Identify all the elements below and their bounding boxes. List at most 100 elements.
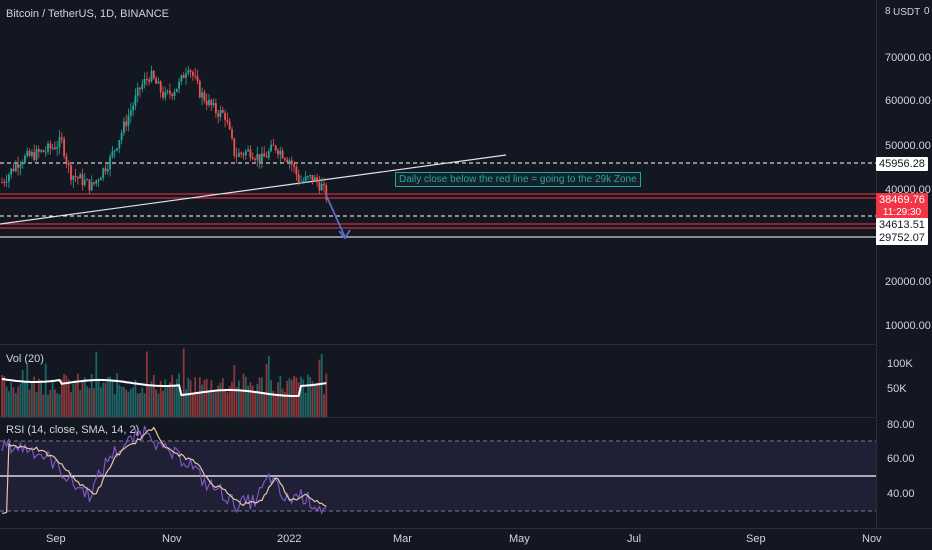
volume-bar — [307, 374, 309, 417]
candle-body — [203, 92, 206, 101]
rsi-axis[interactable]: 80.00 60.00 40.00 — [876, 418, 932, 528]
volume-bar — [238, 380, 240, 417]
currency-label[interactable]: USDT — [893, 7, 921, 18]
volume-bar — [40, 380, 42, 417]
volume-bar — [81, 380, 84, 417]
candle-body — [77, 177, 79, 179]
volume-bar — [247, 385, 249, 417]
candle-body — [309, 175, 312, 177]
volume-bar — [274, 394, 277, 417]
symbol-title[interactable]: Bitcoin / TetherUS, 1D, BINANCE — [6, 8, 170, 20]
currency-icon[interactable]: 8 — [885, 6, 891, 17]
candle-body — [242, 153, 245, 156]
volume-bar — [155, 389, 157, 417]
candle-body — [26, 151, 29, 156]
candle-body — [196, 76, 199, 82]
candle-body — [169, 90, 171, 94]
candle-body — [210, 99, 213, 106]
price-tick: 60000.00 — [885, 95, 931, 107]
volume-bar — [221, 378, 224, 417]
volume-bar — [51, 381, 54, 417]
volume-bar — [24, 381, 26, 417]
candle-body — [44, 151, 47, 153]
volume-chart — [1, 348, 328, 417]
candle-body — [127, 115, 130, 126]
volume-bar — [65, 375, 68, 417]
time-axis[interactable]: Sep Nov 2022 Mar May Jul Sep Nov — [0, 529, 932, 550]
candle-body — [95, 180, 98, 184]
candle-body — [256, 154, 259, 160]
volume-bar — [5, 386, 8, 417]
trendline — [0, 154, 507, 225]
candle-body — [67, 162, 70, 166]
candle-body — [238, 152, 240, 157]
candle-body — [159, 81, 162, 93]
candle-body — [8, 174, 10, 182]
scale-mode-icon[interactable]: 0 — [924, 6, 930, 17]
volume-bar — [26, 364, 29, 417]
rsi-pane[interactable]: RSI (14, close, SMA, 14, 2) — [0, 418, 876, 528]
candle-body — [217, 113, 220, 117]
volume-bar — [12, 387, 15, 417]
volume-bar — [256, 383, 259, 417]
candle-body — [171, 93, 174, 96]
pane-divider[interactable] — [0, 344, 876, 345]
volume-bar — [187, 377, 190, 417]
time-tick: Jul — [627, 533, 642, 545]
volume-bar — [173, 386, 176, 417]
candle-body — [323, 183, 325, 186]
price-chart[interactable] — [0, 0, 876, 344]
volume-label[interactable]: Vol (20) — [6, 353, 44, 365]
candle-body — [58, 137, 61, 148]
candle-body — [5, 181, 8, 183]
pane-divider[interactable] — [0, 417, 876, 418]
rsi-label[interactable]: RSI (14, close, SMA, 14, 2) — [6, 424, 140, 436]
volume-axis[interactable]: 100K 50K — [876, 345, 932, 417]
candle-body — [19, 164, 22, 168]
candle-body — [208, 99, 210, 105]
candle-body — [270, 144, 272, 152]
time-tick: Sep — [746, 533, 766, 545]
candle-body — [111, 151, 114, 157]
volume-bar — [323, 394, 325, 417]
time-tick: Nov — [862, 533, 882, 545]
candle-body — [173, 91, 176, 96]
candle-body — [247, 149, 249, 152]
main-chart-pane[interactable]: Bitcoin / TetherUS, 1D, BINANCE Daily cl… — [0, 0, 876, 344]
volume-bar — [192, 392, 194, 417]
candle-body — [132, 105, 134, 111]
candle-body — [297, 174, 300, 183]
support2-price-tag: 29752.07 — [876, 231, 928, 245]
candle-body — [192, 71, 194, 76]
price-axis[interactable]: 8 USDT 0 70000.00 60000.00 50000.00 4000… — [876, 0, 932, 344]
volume-bar — [309, 376, 312, 417]
candle-body — [120, 132, 123, 141]
projection-arrowhead — [338, 229, 351, 240]
volume-bar — [228, 386, 231, 417]
volume-bar — [28, 389, 31, 417]
volume-bar — [251, 385, 254, 417]
volume-bar — [88, 388, 91, 417]
volume-bar — [67, 379, 70, 417]
volume-tick: 50K — [887, 383, 907, 395]
annotation-box[interactable]: Daily close below the red line = going t… — [395, 172, 641, 187]
rsi-tick: 40.00 — [887, 488, 915, 500]
volume-bar — [134, 379, 137, 417]
volume-bar — [56, 392, 59, 417]
volume-pane[interactable]: Vol (20) — [0, 345, 876, 417]
candle-body — [198, 81, 201, 98]
candle-body — [166, 90, 169, 92]
volume-bar — [118, 384, 121, 417]
candle-body — [201, 92, 203, 98]
volume-bar — [95, 351, 98, 417]
volume-bar — [166, 387, 169, 417]
volume-bar — [261, 377, 263, 417]
candle-body — [60, 137, 63, 139]
volume-bar — [104, 382, 107, 417]
volume-bar — [47, 394, 49, 417]
volume-bar — [152, 374, 155, 417]
volume-bar — [125, 389, 128, 417]
candle-body — [35, 149, 38, 160]
volume-bar — [116, 373, 118, 417]
candle-body — [129, 110, 132, 116]
